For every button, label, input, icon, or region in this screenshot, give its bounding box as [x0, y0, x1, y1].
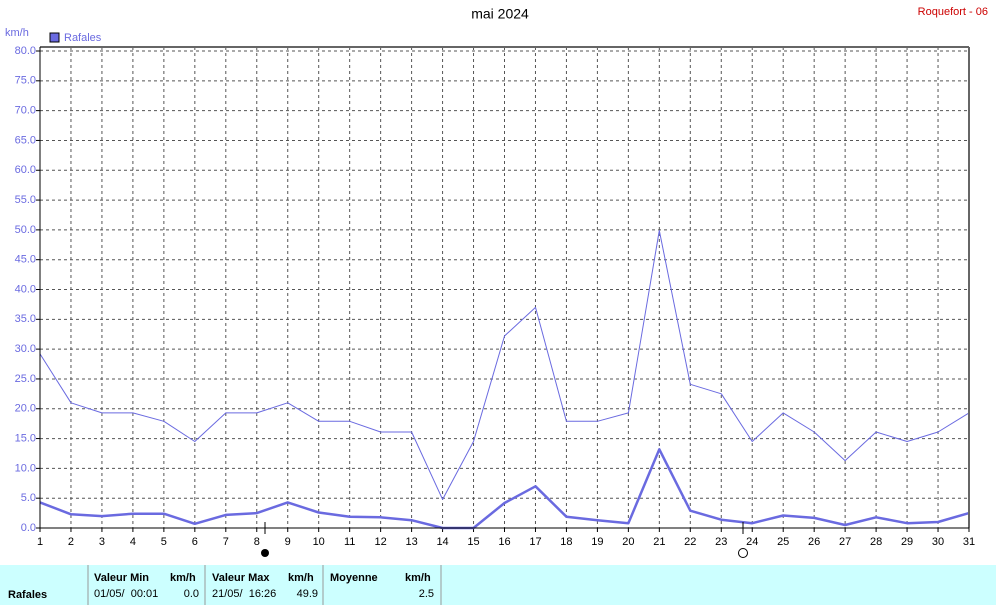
- row-label: Rafales: [8, 589, 47, 601]
- x-tick-label: 27: [839, 536, 851, 548]
- y-tick-label: 5.0: [21, 492, 36, 504]
- x-tick-label: 19: [591, 536, 603, 548]
- footer-bg: [0, 565, 996, 605]
- x-tick-label: 9: [285, 536, 291, 548]
- unit: km/h: [170, 572, 196, 584]
- chart-title: mai 2024: [471, 6, 529, 22]
- x-tick-label: 2: [68, 536, 74, 548]
- unit: km/h: [405, 572, 431, 584]
- header: Moyenne: [330, 572, 378, 584]
- x-tick-label: 28: [870, 536, 882, 548]
- y-tick-label: 10.0: [15, 462, 36, 474]
- y-tick-label: 20.0: [15, 403, 36, 415]
- series-line: [39, 448, 970, 530]
- x-tick-label: 21: [653, 536, 665, 548]
- x-tick-label: 15: [467, 536, 479, 548]
- y-tick-label: 50.0: [15, 224, 36, 236]
- x-tick-label: 29: [901, 536, 913, 548]
- legend-label: Rafales: [64, 32, 102, 44]
- y-tick-label: 65.0: [15, 134, 36, 146]
- x-tick-label: 12: [375, 536, 387, 548]
- x-tick-label: 3: [99, 536, 105, 548]
- x-tick-label: 13: [405, 536, 417, 548]
- value: 49.9: [297, 588, 318, 600]
- x-tick-label: 10: [313, 536, 325, 548]
- y-tick-label: 15.0: [15, 432, 36, 444]
- series-line: [39, 230, 970, 500]
- x-tick-label: 23: [715, 536, 727, 548]
- x-tick-label: 11: [344, 536, 355, 548]
- x-tick-label: 17: [529, 536, 541, 548]
- x-tick-label: 8: [254, 536, 260, 548]
- x-tick-label: 30: [932, 536, 944, 548]
- x-tick-label: 14: [436, 536, 448, 548]
- y-tick-label: 55.0: [15, 194, 36, 206]
- x-tick-label: 1: [37, 536, 43, 548]
- y-tick-label: 25.0: [15, 373, 36, 385]
- x-tick-label: 7: [223, 536, 229, 548]
- date: 21/05/ 16:26: [212, 588, 276, 600]
- y-tick-label: 30.0: [15, 343, 36, 355]
- legend-swatch: [49, 32, 60, 43]
- y-tick-label: 0.0: [21, 522, 36, 534]
- y-tick-label: 45.0: [15, 254, 36, 266]
- header: Valeur Min: [94, 572, 149, 584]
- header: Valeur Max: [212, 572, 270, 584]
- x-tick-label: 4: [130, 536, 136, 548]
- x-tick-label: 22: [684, 536, 696, 548]
- y-tick-label: 35.0: [15, 313, 36, 325]
- value: 0.0: [184, 588, 199, 600]
- y-unit: km/h: [5, 27, 29, 39]
- x-tick-label: 25: [777, 536, 789, 548]
- x-tick-label: 20: [622, 536, 634, 548]
- x-tick-label: 31: [963, 536, 975, 548]
- x-tick-label: 18: [560, 536, 572, 548]
- moon-icon: [738, 548, 748, 558]
- x-tick-label: 16: [498, 536, 510, 548]
- date: 01/05/ 00:01: [94, 588, 158, 600]
- y-tick-label: 40.0: [15, 283, 36, 295]
- x-tick-label: 24: [746, 536, 758, 548]
- y-tick-label: 60.0: [15, 164, 36, 176]
- y-tick-label: 75.0: [15, 75, 36, 87]
- value: 2.5: [419, 588, 434, 600]
- x-tick-label: 26: [808, 536, 820, 548]
- station: Roquefort - 06: [918, 6, 988, 18]
- x-tick-label: 6: [192, 536, 198, 548]
- x-tick-label: 5: [161, 536, 167, 548]
- y-tick-label: 80.0: [15, 45, 36, 57]
- unit: km/h: [288, 572, 314, 584]
- moon-icon: [261, 549, 269, 557]
- footer: Rafales Valeur Min km/h 01/05/ 00:01 0.0…: [0, 565, 996, 605]
- y-tick-label: 70.0: [15, 105, 36, 117]
